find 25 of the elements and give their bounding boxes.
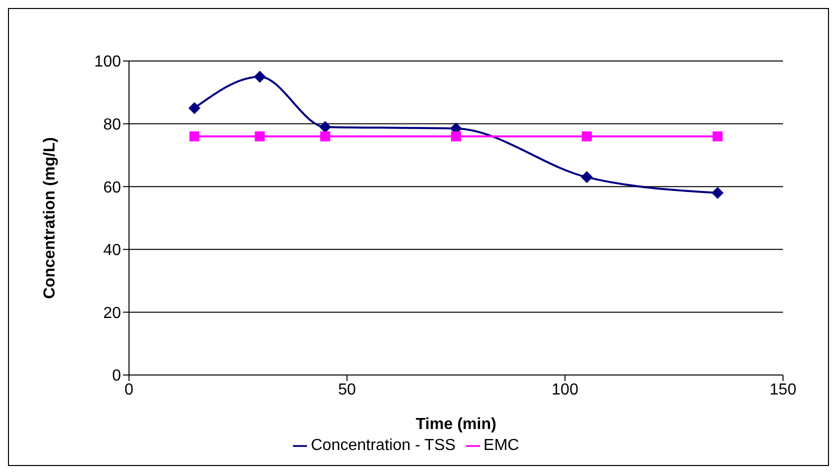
y-axis-title: Concentration (mg/L) xyxy=(42,137,59,299)
point xyxy=(712,131,723,142)
y-tick-label: 40 xyxy=(103,242,122,260)
point xyxy=(188,102,200,114)
point xyxy=(189,131,200,142)
legend-label: EMC xyxy=(484,437,520,454)
x-tick-label: 100 xyxy=(552,381,578,398)
x-tick-label: 0 xyxy=(124,381,134,398)
point xyxy=(712,186,724,199)
y-tick-label: 100 xyxy=(94,54,122,71)
y-tick-label: 80 xyxy=(103,116,122,134)
x-axis-title: Time (min) xyxy=(416,416,496,433)
point xyxy=(580,171,593,184)
point xyxy=(254,131,265,142)
x-tick-label: 50 xyxy=(338,381,356,398)
y-tick-label: 20 xyxy=(103,304,122,322)
point xyxy=(254,70,266,83)
point xyxy=(319,120,332,133)
y-tick-label: 60 xyxy=(103,179,122,196)
point xyxy=(451,131,461,142)
y-tick-label: 0 xyxy=(112,368,122,385)
point xyxy=(320,131,330,142)
point xyxy=(582,131,592,142)
legend-label: Concentration - TSS xyxy=(310,437,456,454)
x-tick-label: 150 xyxy=(770,381,796,398)
